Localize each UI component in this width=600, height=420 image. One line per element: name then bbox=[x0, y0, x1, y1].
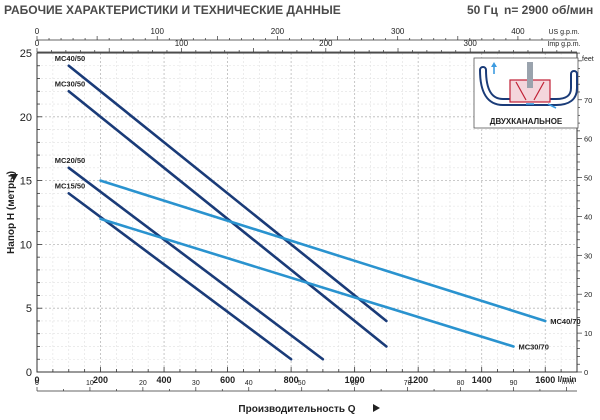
x-tick-label: 600 bbox=[220, 375, 235, 385]
m3h-tick-label: 60 bbox=[351, 380, 359, 387]
imp-gpm-unit-label: Imp g.p.m. bbox=[547, 41, 580, 48]
m3h-tick-label: 40 bbox=[245, 380, 253, 387]
m3h-tick-label: 20 bbox=[139, 380, 147, 387]
x-tick-label: 1200 bbox=[408, 375, 428, 385]
curve-label-mc15-50: MC15/50 bbox=[55, 181, 85, 190]
m3h-tick-label: 0 bbox=[35, 380, 39, 387]
x-tick-label: 1600 bbox=[535, 375, 555, 385]
feet-tick-label: 70 bbox=[584, 96, 592, 105]
m3h-tick-label: 80 bbox=[457, 380, 465, 387]
page-title: РАБОЧИЕ ХАРАКТЕРИСТИКИ И ТЕХНИЧЕСКИЕ ДАН… bbox=[4, 3, 341, 17]
two-channel-impeller-icon bbox=[479, 62, 578, 109]
curve-mc20-50 bbox=[67, 166, 325, 361]
feet-tick-label: 50 bbox=[584, 174, 592, 183]
x-tick-label: 1400 bbox=[472, 375, 492, 385]
x-tick-label: 0 bbox=[34, 375, 39, 385]
imp-gpm-tick-label: 300 bbox=[464, 39, 478, 48]
left-axis: 0 5 10 15 20 25 Напор H (метры) bbox=[6, 48, 42, 379]
inset-caption: ДВУХКАНАЛЬНОЕ bbox=[490, 117, 563, 126]
curve-label-mc40-50: MC40/50 bbox=[55, 54, 85, 63]
feet-tick-label: 10 bbox=[584, 329, 592, 338]
curve-mc40-70 bbox=[99, 179, 547, 323]
feet-tick-label: 30 bbox=[584, 251, 592, 260]
us-gpm-tick-label: 100 bbox=[151, 27, 165, 36]
y-axis-arrow-icon bbox=[10, 174, 18, 181]
curve-mc30-50 bbox=[67, 89, 388, 348]
imp-gpm-tick-label: 100 bbox=[175, 39, 189, 48]
feet-tick-label: 0 bbox=[584, 368, 588, 377]
frequency-label: 50 Гц bbox=[467, 3, 498, 17]
us-gpm-tick-label: 200 bbox=[271, 27, 285, 36]
curve-label-mc30-70: MC30/70 bbox=[518, 342, 548, 351]
m3h-unit-label: m³/h bbox=[562, 380, 574, 386]
x-unit-label: l/min bbox=[558, 375, 577, 384]
impeller-inset: ДВУХКАНАЛЬНОЕ bbox=[473, 57, 579, 129]
m3h-tick-label: 70 bbox=[404, 380, 412, 387]
right-axis: 0 10 20 30 40 50 60 70 feet bbox=[577, 52, 594, 377]
speed-label: n= 2900 об/мин bbox=[504, 3, 594, 17]
imp-gpm-tick-label: 200 bbox=[319, 39, 333, 48]
y-tick-label: 0 bbox=[26, 367, 32, 379]
us-gpm-unit-label: US g.p.m. bbox=[548, 29, 579, 36]
curve-label-mc30-50: MC30/50 bbox=[55, 79, 85, 88]
x-tick-label: 800 bbox=[284, 375, 299, 385]
y-tick-label: 20 bbox=[20, 112, 32, 124]
x-axis-arrow-icon bbox=[373, 404, 380, 412]
us-gpm-tick-label: 300 bbox=[391, 27, 405, 36]
feet-tick-label: 40 bbox=[584, 212, 592, 221]
feet-tick-label: 60 bbox=[584, 135, 592, 144]
curve-label-mc40-70: MC40/70 bbox=[550, 317, 580, 326]
imp-gpm-tick-label: 0 bbox=[35, 39, 40, 48]
x-tick-label: 400 bbox=[157, 375, 172, 385]
y-tick-label: 10 bbox=[20, 239, 32, 251]
m3h-tick-label: 50 bbox=[298, 380, 306, 387]
curves: MC40/50 MC30/50 MC20/50 MC15/50 MC40/70 MC30/… bbox=[55, 54, 581, 361]
curve-label-mc20-50: MC20/50 bbox=[55, 156, 85, 165]
x-axis-title: Производительность Q bbox=[238, 404, 355, 415]
feet-tick-label: 20 bbox=[584, 290, 592, 299]
y-axis-title: Напор H (метры) bbox=[6, 171, 17, 254]
us-gpm-tick-label: 400 bbox=[511, 27, 525, 36]
us-gpm-tick-label: 0 bbox=[35, 27, 40, 36]
curve-mc30-70 bbox=[99, 217, 515, 348]
x-tick-label: 1000 bbox=[345, 375, 365, 385]
m3h-tick-label: 10 bbox=[86, 380, 94, 387]
m3h-tick-label: 30 bbox=[192, 380, 200, 387]
y-tick-label: 5 bbox=[26, 303, 32, 315]
y-tick-label: 25 bbox=[20, 48, 32, 60]
top-axes: 0 100 200 300 400 US g.p.m. 0 100 200 300 Imp g.p.… bbox=[35, 27, 581, 53]
curve-mc40-50 bbox=[67, 64, 388, 323]
feet-unit-label: feet bbox=[582, 56, 594, 63]
m3h-tick-label: 90 bbox=[510, 380, 518, 387]
x-tick-label: 200 bbox=[93, 375, 108, 385]
y-tick-label: 15 bbox=[20, 176, 32, 188]
